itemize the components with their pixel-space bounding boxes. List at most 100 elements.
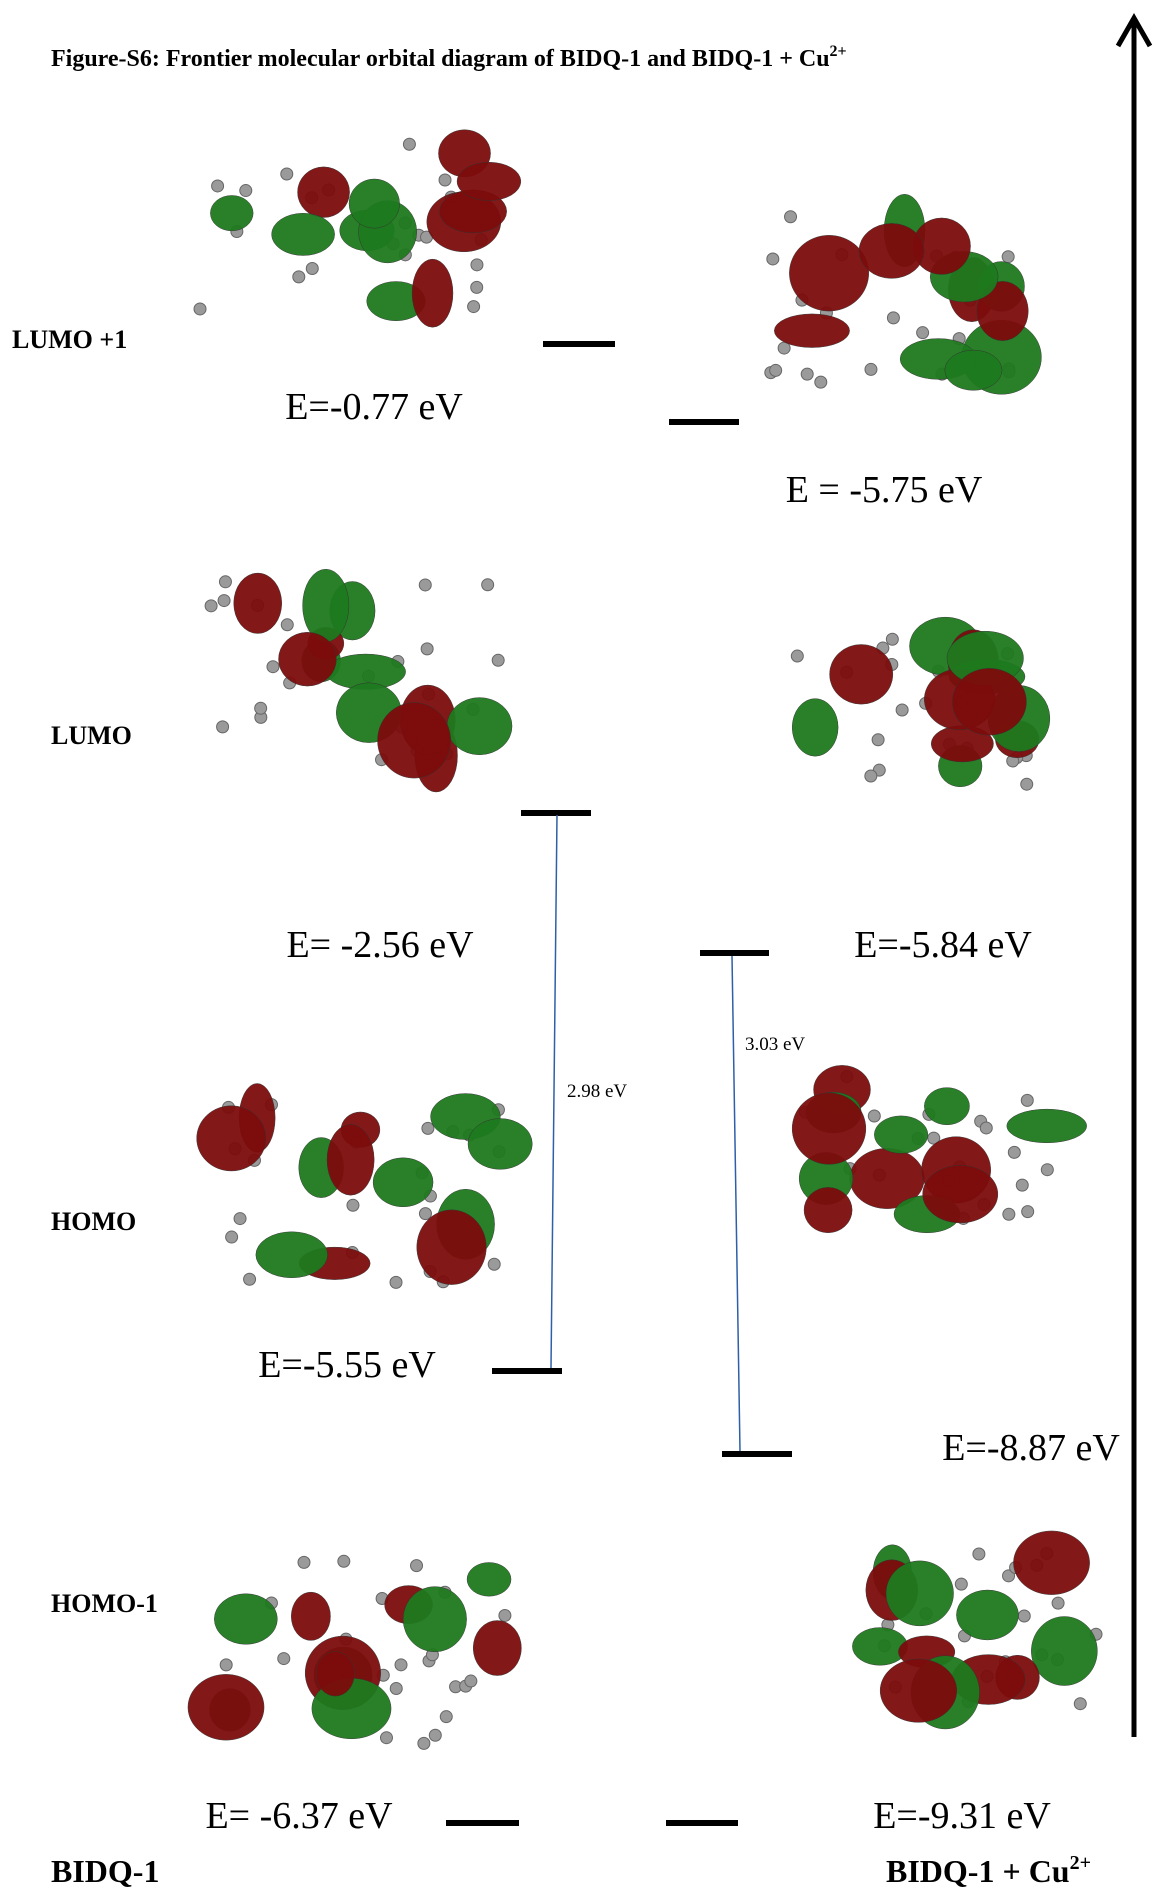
orbital-lobe [1013, 1531, 1089, 1595]
orbital-lobe [293, 271, 305, 283]
orbital-lobe [338, 1555, 350, 1567]
orbital-lobe [471, 281, 483, 293]
orbital-lobe [488, 1258, 500, 1270]
orbital-lobe [218, 595, 230, 607]
energy-label: E=-5.55 eV [258, 1344, 436, 1386]
orbital-lobe [234, 1213, 246, 1225]
orbital-lobe [973, 1548, 985, 1560]
footer-label: BIDQ-1 + Cu2+ [886, 1852, 1091, 1889]
orbital-lobe [865, 770, 877, 782]
orbital-lobe [267, 661, 279, 673]
orbital-lobe [281, 168, 293, 180]
orbital-lobe [390, 1276, 402, 1288]
orbital-lobe [492, 654, 504, 666]
orbital-lobe [390, 1682, 402, 1694]
orbital-lobe [419, 1208, 431, 1220]
energy-label: E=-8.87 eV [942, 1427, 1120, 1469]
orbital-lobe [298, 1556, 310, 1568]
orbital-lobe [830, 644, 893, 704]
orbital-lobe [188, 1674, 264, 1740]
orbital-lobe [447, 698, 512, 755]
orbital-lobe [886, 633, 898, 645]
energy-label: E=-9.31 eV [873, 1795, 1051, 1837]
orbital-lobe [1022, 1206, 1034, 1218]
orbital-lobe [226, 1231, 238, 1243]
orbital-lobe [917, 327, 929, 339]
orbital-lobe [1052, 1597, 1064, 1609]
orbital-lobe [952, 668, 1026, 735]
orbital-lobe [465, 1675, 477, 1687]
orbital-label: LUMO [51, 721, 132, 750]
gap-label: 3.03 eV [745, 1034, 805, 1055]
orbital-lobe [429, 1729, 441, 1741]
orbital-lobe [220, 1659, 232, 1671]
footer-label: BIDQ-1 [51, 1853, 159, 1889]
energy-label: E= -2.56 eV [286, 924, 474, 966]
orbital-lobe [212, 180, 224, 192]
orbital-lobe [874, 1116, 928, 1154]
orbital-lobe [255, 702, 267, 714]
orbital-lobe [868, 1110, 880, 1122]
orbital-lobe [1041, 1164, 1053, 1176]
orbital-lobe [852, 1628, 907, 1666]
energy-label: E=-5.84 eV [854, 924, 1032, 966]
orbital-lobe [347, 1199, 359, 1211]
energy-label: E= -6.37 eV [205, 1795, 393, 1837]
orbital-lobe [767, 253, 779, 265]
orbital-lobe [1021, 1094, 1033, 1106]
orbital-lobe [327, 1124, 374, 1195]
gap-line [732, 956, 740, 1451]
orbital-lobe [440, 1711, 452, 1723]
orbital-lobe [194, 303, 206, 315]
footer-superscript: 2+ [1070, 1852, 1091, 1874]
orbital-lobe [403, 138, 415, 150]
orbital-lobe [815, 376, 827, 388]
orbital-lobe [1031, 1617, 1097, 1686]
orbital-lobe [217, 721, 229, 733]
orbital-lobe [1008, 1146, 1020, 1158]
orbital-lobe [955, 1578, 967, 1590]
orbital-lobe [804, 1187, 852, 1232]
gap-label: 2.98 eV [567, 1081, 627, 1102]
orbital-lobe [272, 213, 335, 255]
orbital-lobe [240, 185, 252, 197]
orbital-lobe [380, 1732, 392, 1744]
orbital-lobe [306, 263, 318, 275]
orbital-diagram: Figure-S6: Frontier molecular orbital di… [0, 0, 1159, 1892]
orbital-lobe [1018, 1610, 1030, 1622]
orbital-lobe [770, 364, 782, 376]
orbital-lobe [349, 179, 400, 228]
orbital-lobe [457, 162, 521, 200]
orbital-lobe [482, 579, 494, 591]
orbital-lobe [303, 569, 349, 642]
orbital-lobe [801, 368, 813, 380]
orbital-lobe [1016, 1179, 1028, 1191]
orbital-lobe [1002, 251, 1014, 263]
orbital-lobe [214, 1594, 277, 1645]
orbital-lobe [789, 235, 868, 311]
orbital-lobe [887, 312, 899, 324]
orbital-label: HOMO-1 [51, 1589, 158, 1618]
orbital-lobe [412, 259, 453, 327]
orbital-lobe [395, 1659, 407, 1671]
orbital-lobe [792, 699, 838, 757]
orbital-lobe [468, 1119, 532, 1170]
orbital-lobe [1007, 1109, 1087, 1143]
orbital-lobe [924, 1088, 969, 1125]
orbital-lobe [210, 195, 253, 230]
orbital-lobe [378, 703, 451, 778]
orbital-lobe [373, 1158, 433, 1207]
orbital-lobe [244, 1273, 256, 1285]
orbital-lobe [278, 1653, 290, 1665]
orbital-lobe [197, 1106, 266, 1171]
orbital-lobe [419, 579, 431, 591]
orbital-lobe [471, 259, 483, 271]
orbital-lobe [791, 650, 803, 662]
orbital-label: LUMO +1 [12, 325, 127, 354]
orbital-lobe [421, 643, 433, 655]
orbital-lobe [923, 1165, 998, 1223]
orbital-lobe [417, 1210, 486, 1285]
title-superscript: 2+ [830, 43, 847, 60]
orbital-lobe [1021, 778, 1033, 790]
orbital-lobe [956, 1590, 1018, 1640]
